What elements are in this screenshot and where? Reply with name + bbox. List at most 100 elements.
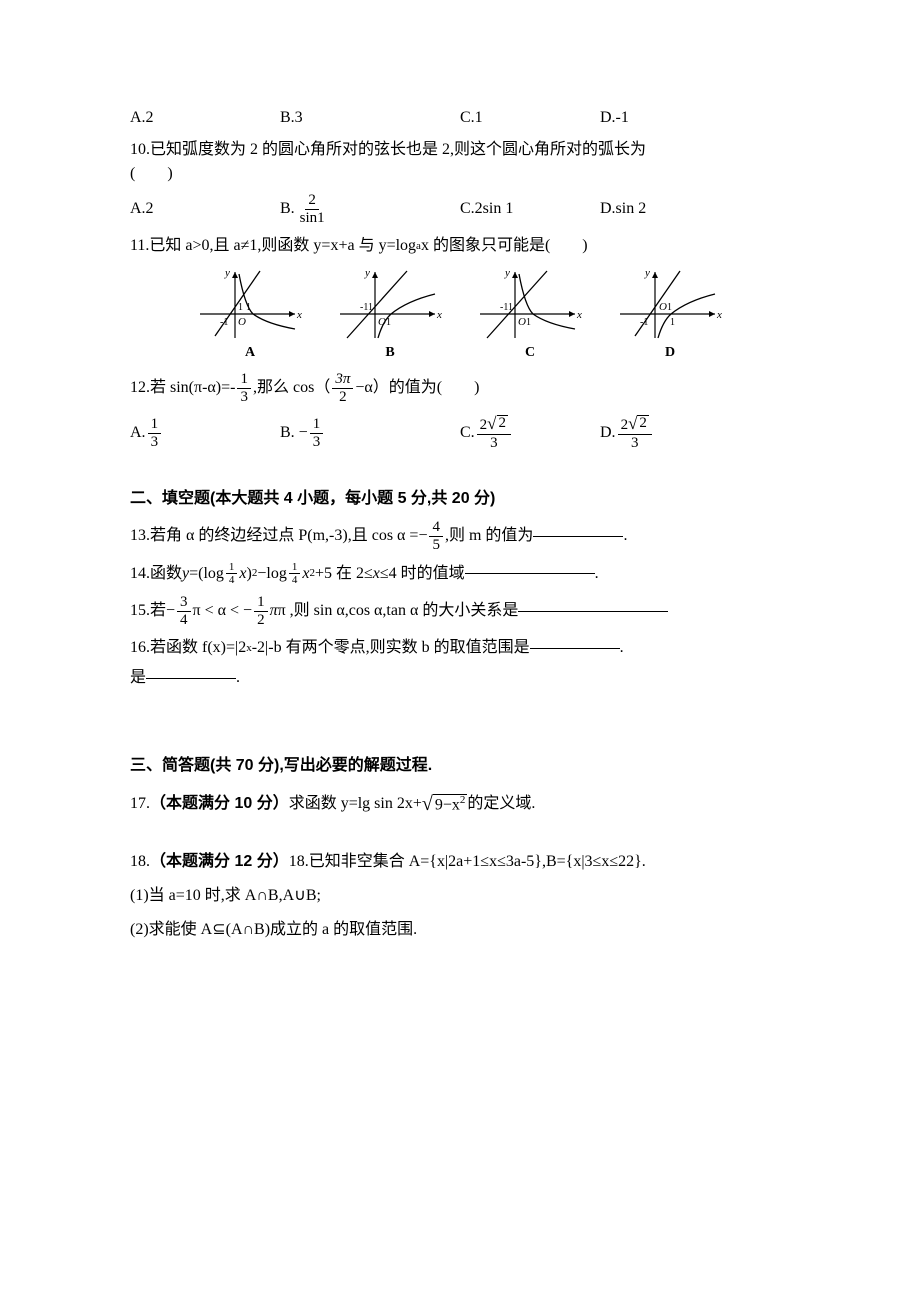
q18-mid: 18.已知非空集合 A={x|2a+1≤x≤3a-5},B={x|3≤x≤22}… (289, 850, 646, 874)
q9-opt-b: B.3 (280, 106, 460, 130)
q12-mid: ,那么 cos（ (253, 376, 330, 400)
q12: 12.若 sin(π-α)=- 1 3 ,那么 cos（ 3π 2 −α）的值为… (130, 371, 790, 451)
q11-lbl-d: D (615, 342, 725, 363)
svg-text:1: 1 (238, 302, 243, 313)
q14-plus: +5 在 2≤ (315, 562, 373, 586)
q14-x2: x (302, 562, 309, 586)
q18-pre: 18. (130, 850, 150, 874)
svg-text:O: O (518, 316, 526, 328)
q12-opt-d: D. 2√2 3 (600, 415, 740, 451)
q9-opt-c: C.1 (460, 106, 600, 130)
q11-lbl-b: B (335, 342, 445, 363)
svg-text:1: 1 (526, 317, 531, 328)
q12-c-d: 3 (487, 435, 501, 452)
q12-a-n: 1 (148, 416, 162, 434)
svg-text:y: y (364, 267, 370, 279)
q11-graph-c: x y O -1 1 1 C (475, 266, 585, 363)
q12-d-num: 2√2 (618, 415, 652, 435)
q9-options: A.2 B.3 C.1 D.-1 (130, 106, 790, 130)
q12-d-sqrt: √2 (628, 415, 649, 432)
q18-l2: (2)求能使 A⊆(A∩B)成立的 a 的取值范围. (130, 918, 790, 942)
q15-f1d: 4 (177, 612, 191, 629)
q16-line2: 是 (130, 666, 146, 690)
q10-b-num: 2 (305, 192, 319, 210)
q10-paren: ( ) (130, 162, 790, 186)
q16-mid: -2|-b 有两个零点,则实数 b 的取值范围是 (252, 636, 530, 660)
q12-c-sqrt: √2 (487, 415, 508, 432)
q11-lbl-c: C (475, 342, 585, 363)
q16-l2: 是 . (130, 666, 790, 690)
q14-end: . (595, 562, 599, 586)
q14: 14.函数 y =(log 1 4 x )2 −log 1 4 x2 +5 在 … (130, 561, 790, 586)
q10-b-frac: 2 sin1 (297, 192, 328, 226)
q10-opt-a: A.2 (130, 197, 280, 221)
svg-text:x: x (436, 309, 442, 321)
q14-b1d: 4 (226, 574, 238, 586)
svg-text:x: x (716, 309, 722, 321)
q11-graph-d: x y O -1 1 1 D (615, 266, 725, 363)
q15-pre: 15.若− (130, 599, 175, 623)
q12-b-d: 3 (310, 434, 324, 451)
q14-b1n: 1 (226, 561, 238, 574)
q12-d-frac: 2√2 3 (618, 415, 652, 451)
svg-text:x: x (296, 309, 302, 321)
q14-base2: 1 4 (289, 561, 301, 586)
q13: 13.若角 α 的终边经过点 P(m,-3),且 cos α =− 4 5 ,则… (130, 519, 790, 553)
q16-pre: 16.若函数 f(x)=|2 (130, 636, 246, 660)
q13-pre: 13.若角 α 的终边经过点 P(m,-3),且 cos α =− (130, 524, 427, 548)
q17-pre: 17. (130, 792, 150, 816)
q11-graph-b: x y O -1 1 1 B (335, 266, 445, 363)
q12-options: A. 1 3 B. − 1 3 C. 2√2 3 D. (130, 415, 790, 451)
q14-eq: =(log (189, 562, 224, 586)
q12-b-pre: B. − (280, 421, 308, 445)
q13-n: 4 (429, 519, 443, 537)
q15-f2n: 1 (254, 594, 268, 612)
q16-l1: 16.若函数 f(x)=|2x-2|-b 有两个零点,则实数 b 的取值范围是 … (130, 636, 790, 660)
q12-b-n: 1 (310, 416, 324, 434)
svg-text:y: y (224, 267, 230, 279)
q14-b2d: 4 (289, 574, 301, 586)
q15-f2: 1 2 (254, 594, 268, 628)
q14-b2n: 1 (289, 561, 301, 574)
q11-lbl-a: A (195, 342, 305, 363)
q14-post: ≤4 时的值域 (380, 562, 465, 586)
q18-l1: (1)当 a=10 时,求 A∩B,A∪B; (130, 884, 790, 908)
q11: 11.已知 a>0,且 a≠1,则函数 y=x+a 与 y=logax 的图象只… (130, 234, 790, 363)
svg-text:O: O (659, 301, 667, 313)
svg-text:y: y (644, 267, 650, 279)
q12-opt-b: B. − 1 3 (280, 416, 460, 450)
q13-frac: 4 5 (429, 519, 443, 553)
q13-post: ,则 m 的值为 (445, 524, 533, 548)
q12-d-np: 2 (621, 417, 629, 433)
q14-blank (465, 573, 595, 574)
q12-f2n: 3π (332, 371, 353, 389)
q10-opt-d: D.sin 2 (600, 197, 740, 221)
q10-opt-c: C.2sin 1 (460, 197, 600, 221)
q14-base1: 1 4 (226, 561, 238, 586)
q17-post: 的定义域. (467, 792, 535, 816)
q15: 15.若− 3 4 π < α < − 1 2 π π ,则 sin α,cos… (130, 594, 790, 628)
q10-options: A.2 B. 2 sin1 C.2sin 1 D.sin 2 (130, 192, 790, 226)
q15-post: π ,则 sin α,cos α,tan α 的大小关系是 (278, 599, 519, 623)
q17-rad-arg: 9−x (435, 797, 460, 814)
q16: 16.若函数 f(x)=|2x-2|-b 有两个零点,则实数 b 的取值范围是 … (130, 636, 790, 690)
q16-end2: . (236, 666, 240, 690)
q9-opt-d: D.-1 (600, 106, 740, 130)
section2-title: 二、填空题(本大题共 4 小题，每小题 5 分,共 20 分) (130, 487, 790, 511)
q12-f1: 1 3 (237, 371, 251, 405)
q10-b-den: sin1 (297, 210, 328, 227)
q12-c-frac: 2√2 3 (477, 415, 511, 451)
q13-end: . (623, 524, 627, 548)
svg-text:O: O (238, 316, 246, 328)
q12-f1d: 3 (237, 389, 251, 406)
q15-f1: 3 4 (177, 594, 191, 628)
q17-sup: 2 (460, 794, 466, 806)
q13-blank (533, 536, 623, 537)
q12-pre: 12.若 sin(π-α)=- (130, 376, 235, 400)
q17-arg: 9−x2 (433, 794, 468, 813)
q11-pre: 11.已知 a>0,且 a≠1,则函数 y=x+a 与 y=log (130, 234, 416, 258)
q16-blank2 (146, 678, 236, 679)
q17-mid: 求函数 y=lg sin 2x+ (289, 792, 422, 816)
q11-post: x 的图象只可能是( ) (421, 234, 588, 258)
q11-graphs: x y O -1 1 1 A x y O (130, 266, 790, 363)
